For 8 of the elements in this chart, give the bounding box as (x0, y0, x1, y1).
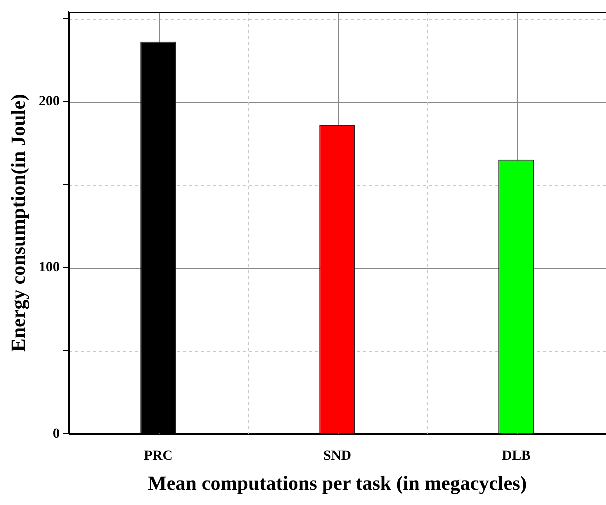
x-tick-label: DLB (502, 449, 531, 464)
x-tick-label: SND (323, 449, 352, 464)
y-tick-label: 0 (53, 426, 60, 442)
y-tick-label: 100 (39, 260, 60, 276)
x-axis-title: Mean computations per task (in megacycles) (148, 473, 528, 496)
y-tick-label: 200 (39, 94, 60, 110)
x-tick-label: PRC (144, 449, 173, 464)
y-axis-title: Energy consumption(in Joule) (8, 94, 30, 352)
